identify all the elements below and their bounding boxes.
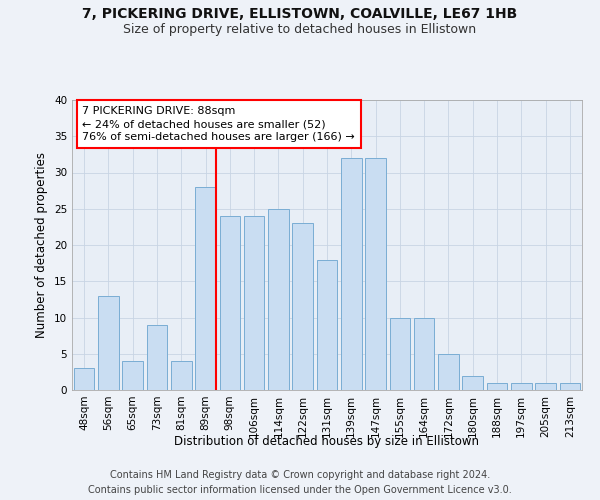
Bar: [341, 158, 362, 390]
Bar: [268, 209, 289, 390]
Bar: [365, 158, 386, 390]
Bar: [122, 361, 143, 390]
Bar: [171, 361, 191, 390]
Text: 7, PICKERING DRIVE, ELLISTOWN, COALVILLE, LE67 1HB: 7, PICKERING DRIVE, ELLISTOWN, COALVILLE…: [82, 8, 518, 22]
Text: Distribution of detached houses by size in Ellistown: Distribution of detached houses by size …: [175, 435, 479, 448]
Bar: [487, 383, 508, 390]
Bar: [463, 376, 483, 390]
Bar: [511, 383, 532, 390]
Bar: [74, 368, 94, 390]
Bar: [98, 296, 119, 390]
Bar: [146, 325, 167, 390]
Bar: [389, 318, 410, 390]
Y-axis label: Number of detached properties: Number of detached properties: [35, 152, 49, 338]
Bar: [292, 223, 313, 390]
Bar: [244, 216, 265, 390]
Text: Size of property relative to detached houses in Ellistown: Size of property relative to detached ho…: [124, 22, 476, 36]
Bar: [317, 260, 337, 390]
Bar: [195, 187, 216, 390]
Bar: [560, 383, 580, 390]
Text: Contains public sector information licensed under the Open Government Licence v3: Contains public sector information licen…: [88, 485, 512, 495]
Bar: [414, 318, 434, 390]
Text: 7 PICKERING DRIVE: 88sqm
← 24% of detached houses are smaller (52)
76% of semi-d: 7 PICKERING DRIVE: 88sqm ← 24% of detach…: [82, 106, 355, 142]
Bar: [438, 354, 459, 390]
Bar: [220, 216, 240, 390]
Bar: [535, 383, 556, 390]
Text: Contains HM Land Registry data © Crown copyright and database right 2024.: Contains HM Land Registry data © Crown c…: [110, 470, 490, 480]
